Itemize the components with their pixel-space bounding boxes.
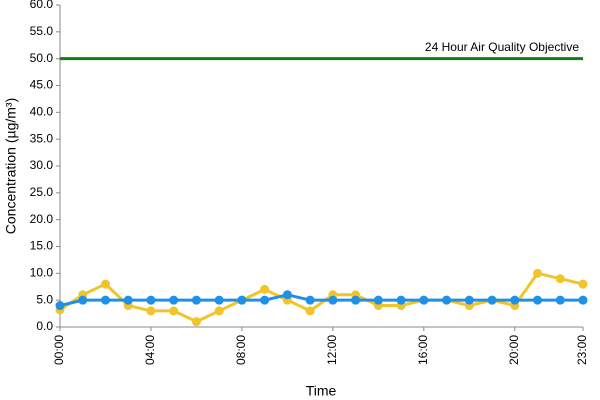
objective-label: 24 Hour Air Quality Objective [425, 40, 579, 54]
y-tick-label: 60.0 [30, 0, 54, 11]
data-point [260, 295, 270, 305]
data-point [55, 301, 65, 311]
x-tick-label: 23:00 [575, 335, 589, 365]
x-tick-label: 12:00 [325, 335, 339, 365]
y-tick-label: 55.0 [30, 24, 54, 38]
data-point [533, 295, 543, 305]
y-tick-label: 20.0 [30, 212, 54, 226]
data-point [123, 295, 133, 305]
y-tick-label: 5.0 [36, 292, 53, 306]
data-point [237, 295, 247, 305]
data-point [396, 295, 406, 305]
data-point [146, 295, 156, 305]
y-tick-label: 10.0 [30, 266, 54, 280]
data-point [442, 295, 452, 305]
data-point [464, 295, 474, 305]
data-point [146, 306, 156, 316]
y-tick-label: 35.0 [30, 131, 54, 145]
data-point [260, 284, 270, 294]
data-point [419, 295, 429, 305]
data-point [282, 290, 292, 300]
y-tick-label: 15.0 [30, 239, 54, 253]
data-point [555, 295, 565, 305]
y-tick-label: 0.0 [36, 319, 53, 333]
x-tick-label: 08:00 [234, 335, 248, 365]
data-point [578, 279, 588, 289]
data-point [214, 295, 224, 305]
data-point [578, 295, 588, 305]
data-point [373, 295, 383, 305]
data-point [100, 279, 110, 289]
y-tick-label: 50.0 [30, 51, 54, 65]
x-axis-title: Time [306, 383, 337, 399]
x-tick-label: 16:00 [416, 335, 430, 365]
data-point [214, 306, 224, 316]
data-point [487, 295, 497, 305]
y-axis-title: Concentration (µg/m³) [3, 98, 19, 234]
data-point [191, 317, 201, 327]
data-point [191, 295, 201, 305]
data-point [510, 295, 520, 305]
data-point [169, 295, 179, 305]
x-tick-label: 20:00 [507, 335, 521, 365]
x-tick-label: 04:00 [143, 335, 157, 365]
data-point [169, 306, 179, 316]
data-point [328, 295, 338, 305]
data-point [78, 295, 88, 305]
data-point [555, 274, 565, 284]
data-point [351, 295, 361, 305]
y-tick-label: 45.0 [30, 78, 54, 92]
data-point [305, 306, 315, 316]
data-point [533, 268, 543, 278]
data-point [100, 295, 110, 305]
x-tick-label: 00:00 [52, 335, 66, 365]
data-point [305, 295, 315, 305]
series-line [59, 271, 584, 324]
y-tick-label: 40.0 [30, 105, 54, 119]
y-tick-label: 30.0 [30, 158, 54, 172]
y-tick-label: 25.0 [30, 185, 54, 199]
